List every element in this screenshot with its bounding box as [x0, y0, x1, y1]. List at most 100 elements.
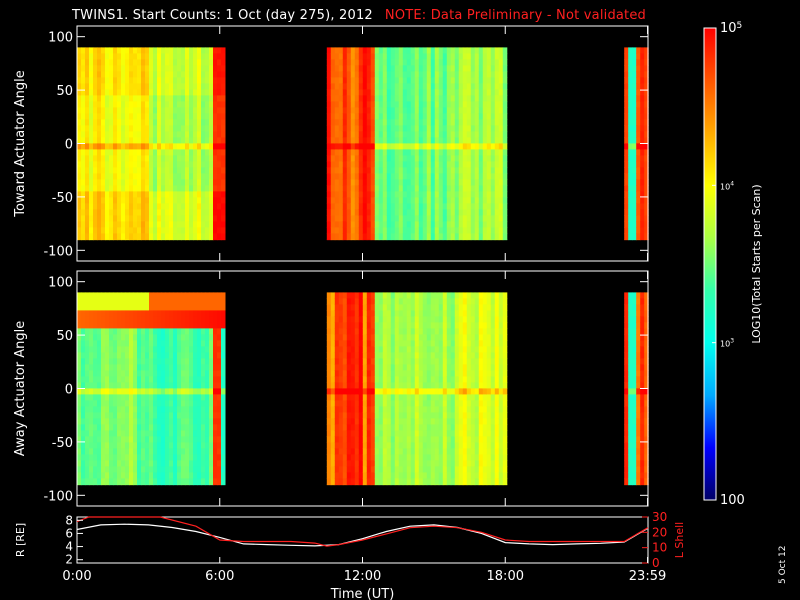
- heat-cell: [185, 292, 190, 299]
- heat-cell: [414, 358, 420, 365]
- heat-cell: [145, 394, 150, 401]
- heat-cell: [334, 221, 340, 228]
- heat-cell: [85, 424, 90, 431]
- heat-cell: [185, 131, 190, 138]
- heat-cell: [177, 203, 182, 210]
- heat-cell: [490, 191, 496, 198]
- heat-cell: [137, 113, 142, 120]
- heat-cell: [81, 77, 86, 84]
- heat-cell: [342, 478, 348, 485]
- heat-cell: [402, 83, 408, 90]
- heat-cell: [330, 400, 336, 407]
- heat-cell: [89, 382, 94, 389]
- heat-cell: [185, 179, 190, 186]
- heat-cell: [644, 131, 649, 138]
- heat-cell: [338, 334, 344, 341]
- heat-cell: [141, 298, 146, 305]
- heat-cell: [378, 400, 384, 407]
- heat-cell: [342, 95, 348, 102]
- heat-cell: [121, 292, 126, 299]
- heat-cell: [346, 382, 352, 389]
- heat-cell: [358, 310, 364, 317]
- heat-cell: [121, 334, 126, 341]
- heat-cell: [406, 304, 412, 311]
- heat-cell: [482, 59, 488, 66]
- heat-cell: [137, 227, 142, 234]
- heat-cell: [217, 406, 222, 413]
- heat-cell: [394, 370, 400, 377]
- heat-cell: [386, 322, 392, 329]
- heat-cell: [89, 310, 94, 317]
- heat-cell: [113, 131, 118, 138]
- heat-cell: [354, 149, 360, 156]
- heat-cell: [446, 239, 452, 241]
- heat-cell: [358, 185, 364, 192]
- heat-cell: [382, 454, 388, 461]
- heat-cell: [145, 310, 150, 317]
- heat-cell: [342, 167, 348, 174]
- heat-cell: [458, 107, 464, 114]
- heat-cell: [117, 185, 122, 192]
- heat-cell: [414, 65, 420, 72]
- heat-cell: [378, 149, 384, 156]
- heat-cell: [161, 298, 166, 305]
- heat-cell: [334, 466, 340, 473]
- heat-cell: [354, 179, 360, 186]
- heat-cell: [217, 83, 222, 90]
- heat-cell: [326, 197, 332, 204]
- heat-cell: [133, 137, 138, 144]
- heat-cell: [165, 161, 170, 168]
- heat-cell: [338, 442, 344, 449]
- heat-cell: [217, 412, 222, 419]
- heat-cell: [137, 316, 142, 323]
- heat-cell: [394, 466, 400, 473]
- heat-cell: [197, 346, 202, 353]
- heat-cell: [366, 113, 372, 120]
- heat-cell: [386, 221, 392, 228]
- heat-cell: [624, 173, 629, 180]
- heat-cell: [374, 83, 380, 90]
- heat-cell: [149, 59, 154, 66]
- heat-cell: [326, 191, 332, 198]
- heat-cell: [422, 95, 428, 102]
- heat-cell: [213, 95, 218, 102]
- heat-cell: [125, 185, 130, 192]
- heat-cell: [486, 239, 492, 241]
- heat-cell: [161, 215, 166, 222]
- heat-cell: [346, 203, 352, 210]
- heat-cell: [129, 466, 134, 473]
- heat-cell: [149, 478, 154, 485]
- heat-cell: [486, 95, 492, 102]
- heat-cell: [129, 203, 134, 210]
- heat-cell: [628, 185, 633, 192]
- heat-cell: [173, 412, 178, 419]
- heat-cell: [398, 484, 404, 486]
- heat-cell: [370, 53, 376, 60]
- heat-cell: [153, 173, 158, 180]
- heat-cell: [358, 442, 364, 449]
- heat-cell: [624, 209, 629, 216]
- heat-cell: [454, 203, 460, 210]
- heat-cell: [434, 173, 440, 180]
- heat-cell: [374, 65, 380, 72]
- heat-cell: [422, 298, 428, 305]
- heat-cell: [402, 352, 408, 359]
- heat-cell: [370, 298, 376, 305]
- heat-cell: [386, 53, 392, 60]
- heat-cell: [338, 418, 344, 425]
- heat-cell: [197, 179, 202, 186]
- heat-cell: [426, 125, 432, 132]
- heat-cell: [189, 340, 194, 347]
- heat-cell: [434, 59, 440, 66]
- heat-cell: [133, 107, 138, 114]
- heat-cell: [422, 292, 428, 299]
- heat-cell: [85, 346, 90, 353]
- heat-cell: [418, 53, 424, 60]
- heat-cell: [382, 47, 388, 54]
- heat-cell: [446, 233, 452, 240]
- heat-cell: [81, 143, 86, 150]
- heat-cell: [97, 352, 102, 359]
- heat-cell: [205, 215, 210, 222]
- heat-cell: [334, 83, 340, 90]
- heat-cell: [217, 442, 222, 449]
